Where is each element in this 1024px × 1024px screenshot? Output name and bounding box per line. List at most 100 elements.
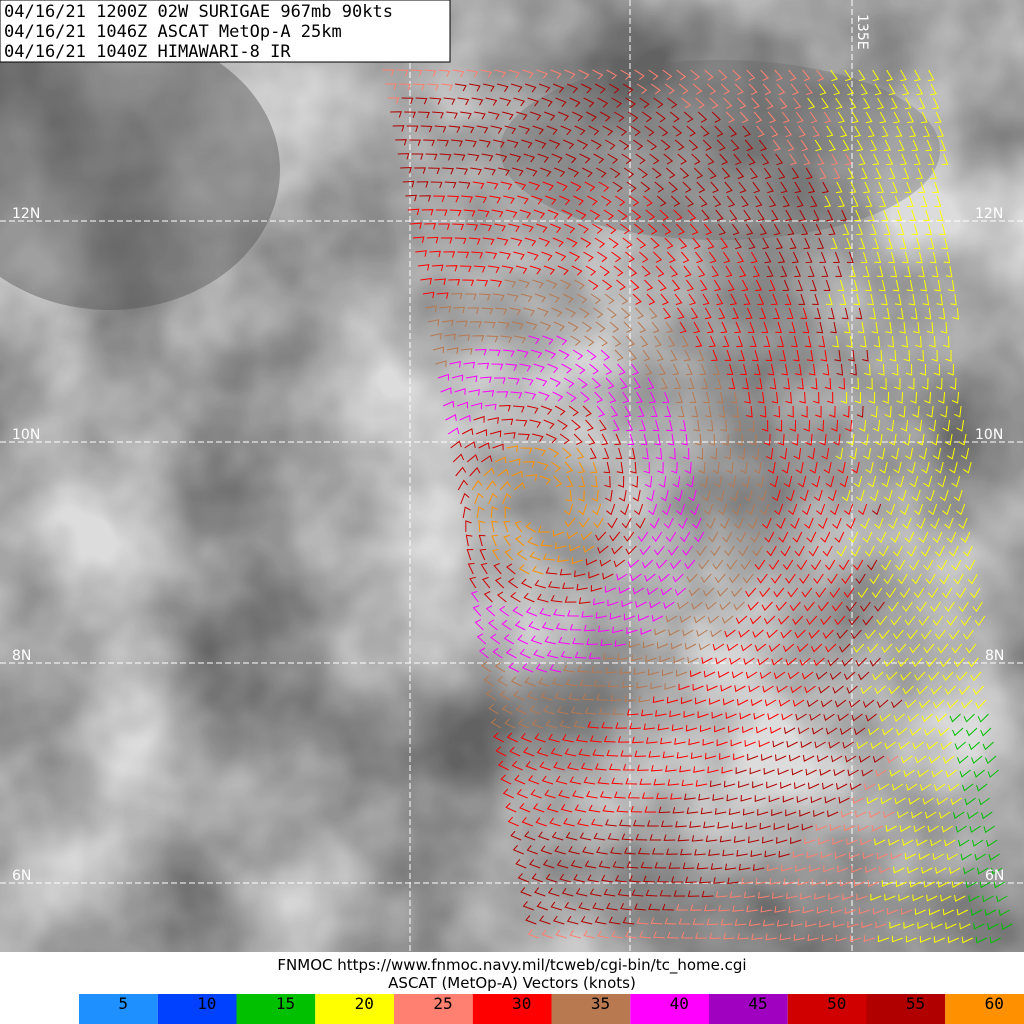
wind-barb xyxy=(823,713,835,722)
wind-barb xyxy=(623,613,636,621)
wind-barb xyxy=(583,545,595,553)
wind-barb xyxy=(911,573,922,585)
wind-barb xyxy=(475,429,488,436)
wind-barb xyxy=(965,643,977,654)
wind-barb xyxy=(661,669,674,677)
wind-barb xyxy=(799,809,811,817)
wind-barb xyxy=(698,195,708,207)
wind-barb xyxy=(906,195,914,207)
wind-barb xyxy=(558,636,570,645)
wind-barb xyxy=(569,251,581,262)
wind-barb xyxy=(454,388,466,395)
wind-barb xyxy=(888,433,897,446)
wind-barb xyxy=(935,713,947,723)
wind-barb xyxy=(832,685,844,694)
wind-barb xyxy=(939,223,946,236)
wind-barb xyxy=(614,640,626,647)
wind-barb xyxy=(612,181,623,193)
wind-barb xyxy=(851,461,860,474)
wind-barb xyxy=(474,111,486,120)
wind-barb xyxy=(678,237,688,249)
wind-barb xyxy=(539,321,552,331)
wind-barb xyxy=(944,517,954,530)
lat-label: 12N xyxy=(975,206,1003,222)
wind-barb xyxy=(902,433,911,446)
wind-barb xyxy=(681,932,693,939)
wind-barb xyxy=(755,726,768,734)
wind-barb xyxy=(853,727,866,736)
wind-barb xyxy=(487,417,499,424)
wind-barb xyxy=(631,475,639,488)
wind-barb xyxy=(560,804,573,813)
wind-barb xyxy=(766,181,774,194)
wind-barb xyxy=(529,859,541,869)
wind-barb xyxy=(940,321,948,334)
wind-barb xyxy=(545,195,557,205)
wind-barb xyxy=(539,761,551,771)
wind-barb xyxy=(795,461,804,474)
wind-barb xyxy=(609,531,621,542)
wind-barb xyxy=(867,475,877,488)
wind-barb xyxy=(963,867,975,875)
wind-barb xyxy=(422,291,435,299)
wind-barb xyxy=(691,517,702,529)
wind-barb xyxy=(679,167,690,179)
wind-barb xyxy=(905,363,913,376)
wind-barb xyxy=(862,852,874,860)
wind-barb xyxy=(590,293,601,305)
wind-barb xyxy=(704,752,717,760)
wind-barb xyxy=(881,643,893,654)
wind-barb xyxy=(678,83,689,95)
wind-barb xyxy=(614,433,622,446)
wind-barb xyxy=(677,517,688,529)
wind-barb xyxy=(832,517,842,530)
wind-barb xyxy=(616,805,629,813)
wind-barb xyxy=(578,748,591,757)
wind-barb xyxy=(763,767,775,775)
wind-barb xyxy=(465,534,473,547)
wind-barb xyxy=(857,824,869,832)
wind-barb xyxy=(738,545,749,557)
wind-barb xyxy=(863,447,872,460)
wind-barb xyxy=(571,419,581,431)
wind-barbs xyxy=(382,69,1013,944)
wind-barb xyxy=(529,551,541,561)
wind-barb xyxy=(932,447,942,460)
wind-barb xyxy=(964,797,976,806)
wind-barb xyxy=(865,279,872,292)
wind-barb xyxy=(655,559,668,569)
wind-barb xyxy=(567,167,580,178)
wind-barb xyxy=(592,749,605,757)
wind-barb xyxy=(423,139,435,147)
wind-barb xyxy=(473,265,486,273)
wind-barb xyxy=(450,292,463,300)
wind-barb xyxy=(627,791,640,799)
wind-barb xyxy=(813,391,820,404)
wind-barb xyxy=(674,587,687,596)
wind-barb xyxy=(599,791,612,799)
wind-barb xyxy=(667,433,675,446)
wind-barb xyxy=(748,83,758,95)
wind-barb xyxy=(979,881,992,889)
wind-barb xyxy=(603,888,616,897)
wind-barb xyxy=(897,657,909,667)
wind-barb xyxy=(916,685,928,695)
wind-barb xyxy=(684,559,696,570)
wind-barb xyxy=(580,762,593,771)
wind-barb xyxy=(521,139,533,149)
wind-barb xyxy=(559,720,572,729)
wind-barb xyxy=(750,251,758,264)
wind-barb xyxy=(608,237,619,249)
wind-barb xyxy=(494,377,506,384)
wind-barb xyxy=(719,153,729,165)
wind-barb xyxy=(821,447,830,460)
wind-barb xyxy=(740,559,752,570)
wind-barb xyxy=(538,83,551,93)
wind-barb xyxy=(656,792,668,800)
wind-barb xyxy=(853,879,865,887)
wind-barb xyxy=(741,279,749,292)
wind-barb xyxy=(720,83,730,95)
wind-barb xyxy=(479,376,492,383)
wind-barb xyxy=(830,907,842,914)
wind-barb xyxy=(626,861,639,869)
